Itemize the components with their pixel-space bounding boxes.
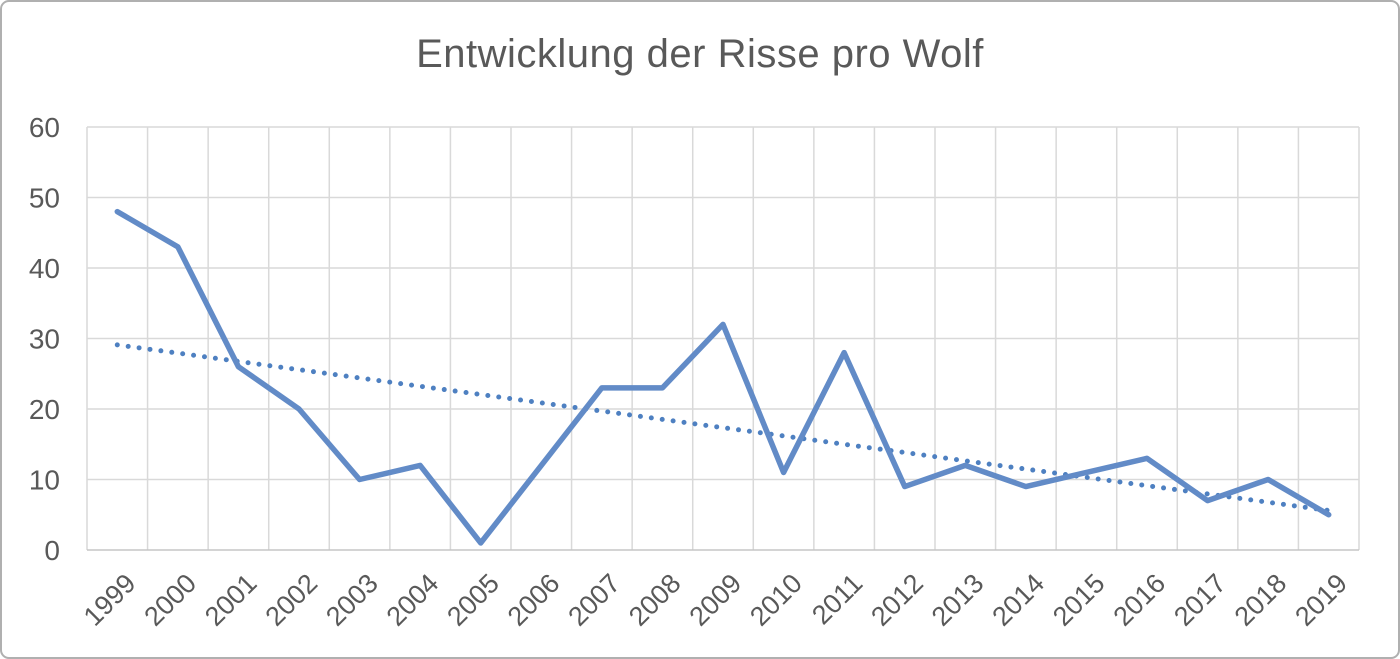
x-axis-tick-label: 2002 [260,568,324,632]
trend-line [114,342,1332,514]
x-axis-tick-label: 2015 [1047,568,1111,632]
x-axis-tick-label: 2003 [320,568,384,632]
y-axis-tick-label: 30 [29,324,60,355]
x-axis-tick-label: 1999 [78,568,142,632]
x-axis-tick-label: 2016 [1108,568,1172,632]
x-axis-tick-label: 2013 [926,568,990,632]
x-axis-tick-label: 2006 [502,568,566,632]
x-axis-tick-label: 2000 [138,568,202,632]
y-axis-tick-label: 60 [29,112,60,143]
x-axis-tick-label: 2009 [684,568,748,632]
x-axis-tick-label: 2001 [199,568,263,632]
y-axis-tick-label: 50 [29,183,60,214]
x-axis-tick-label: 2010 [744,568,808,632]
x-axis-tick-label: 2008 [623,568,687,632]
x-axis-tick-label: 2014 [986,568,1050,632]
x-axis-tick-label: 2019 [1289,568,1353,632]
y-axis-tick-label: 20 [29,394,60,425]
y-axis-tick-label: 10 [29,465,60,496]
x-axis-tick-label: 2012 [865,568,929,632]
x-axis-tick-label: 2004 [381,568,445,632]
data-line [114,208,1332,546]
chart-title: Entwicklung der Risse pro Wolf [416,32,984,76]
x-axis-tick-label: 2011 [806,568,868,630]
x-axis-tick-label: 2017 [1168,568,1232,632]
y-axis-tick-label: 40 [29,253,60,284]
x-axis-tick-label: 2005 [441,568,505,632]
x-axis-tick-label: 2007 [562,568,626,632]
x-axis-tick-label: 2018 [1229,568,1293,632]
y-axis-tick-label: 0 [44,535,60,566]
